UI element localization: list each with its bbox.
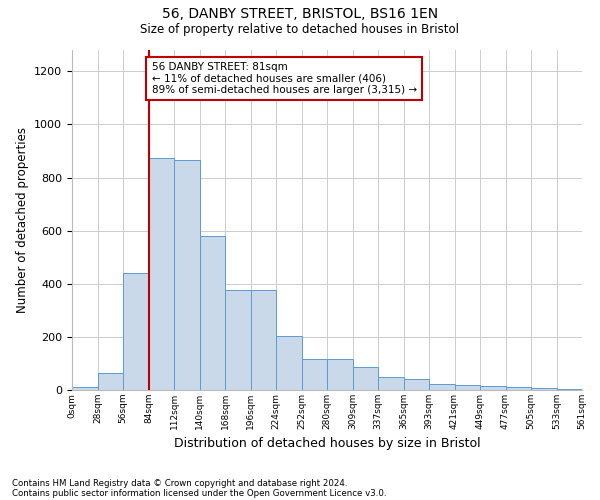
Text: 56 DANBY STREET: 81sqm
← 11% of detached houses are smaller (406)
89% of semi-de: 56 DANBY STREET: 81sqm ← 11% of detached… <box>152 62 416 95</box>
Text: Size of property relative to detached houses in Bristol: Size of property relative to detached ho… <box>140 22 460 36</box>
Bar <box>378 376 404 390</box>
Text: Contains HM Land Registry data © Crown copyright and database right 2024.: Contains HM Land Registry data © Crown c… <box>12 478 347 488</box>
Bar <box>72 387 97 390</box>
Bar <box>429 384 455 390</box>
Bar <box>327 360 353 390</box>
X-axis label: Distribution of detached houses by size in Bristol: Distribution of detached houses by size … <box>173 438 481 450</box>
Bar <box>557 388 582 390</box>
Bar <box>404 380 429 390</box>
Bar <box>174 160 199 390</box>
Bar <box>302 360 327 390</box>
Bar <box>276 336 302 390</box>
Text: 56, DANBY STREET, BRISTOL, BS16 1EN: 56, DANBY STREET, BRISTOL, BS16 1EN <box>162 8 438 22</box>
Bar <box>531 388 557 390</box>
Text: Contains public sector information licensed under the Open Government Licence v3: Contains public sector information licen… <box>12 488 386 498</box>
Bar <box>251 290 276 390</box>
Bar <box>149 158 174 390</box>
Bar <box>353 368 378 390</box>
Bar <box>123 273 149 390</box>
Y-axis label: Number of detached properties: Number of detached properties <box>16 127 29 313</box>
Bar <box>199 236 225 390</box>
Bar <box>505 388 531 390</box>
Bar <box>455 385 480 390</box>
Bar <box>480 386 505 390</box>
Bar <box>225 290 251 390</box>
Bar <box>97 372 123 390</box>
